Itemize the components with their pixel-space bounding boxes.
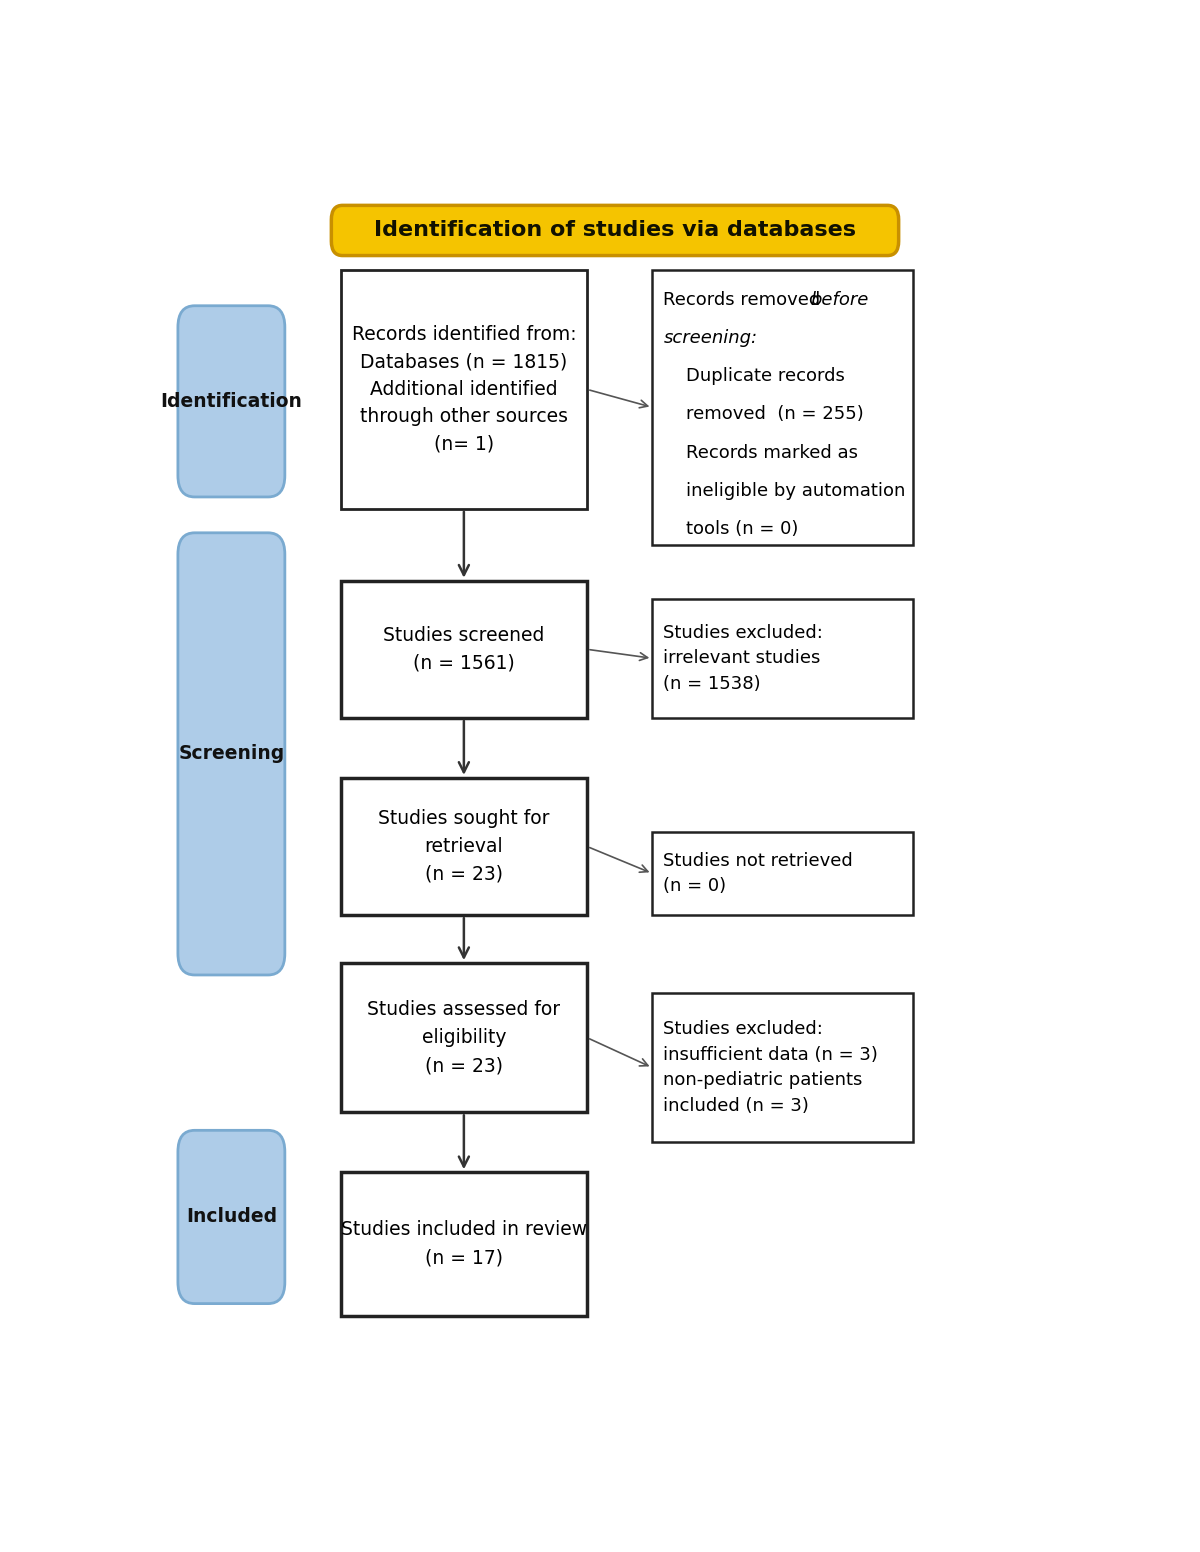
Text: removed  (n = 255): removed (n = 255) xyxy=(664,405,864,424)
Bar xyxy=(653,270,913,545)
Bar xyxy=(341,1172,587,1316)
Text: Identification of studies via databases: Identification of studies via databases xyxy=(374,220,856,241)
Bar xyxy=(341,962,587,1113)
Bar xyxy=(653,993,913,1142)
Text: Records identified from:
Databases (n = 1815)
Additional identified
through othe: Records identified from: Databases (n = … xyxy=(352,326,576,453)
FancyBboxPatch shape xyxy=(178,1130,284,1304)
Text: Identification: Identification xyxy=(161,391,302,411)
Text: Records marked as: Records marked as xyxy=(664,444,858,462)
Bar xyxy=(341,778,587,916)
Text: tools (n = 0): tools (n = 0) xyxy=(664,520,799,539)
Bar xyxy=(341,580,587,719)
Bar xyxy=(653,599,913,719)
Text: Studies not retrieved
(n = 0): Studies not retrieved (n = 0) xyxy=(664,852,853,896)
Text: Screening: Screening xyxy=(179,745,284,764)
Text: Studies included in review
(n = 17): Studies included in review (n = 17) xyxy=(341,1220,587,1268)
Text: Studies excluded:
insufficient data (n = 3)
non-pediatric patients
included (n =: Studies excluded: insufficient data (n =… xyxy=(664,1020,878,1116)
Text: Studies excluded:
irrelevant studies
(n = 1538): Studies excluded: irrelevant studies (n … xyxy=(664,624,823,694)
Text: Included: Included xyxy=(186,1207,277,1226)
FancyBboxPatch shape xyxy=(331,205,899,256)
Text: Records removed: Records removed xyxy=(664,290,827,309)
Text: Studies screened
(n = 1561): Studies screened (n = 1561) xyxy=(383,625,545,674)
Text: before: before xyxy=(810,290,869,309)
Bar xyxy=(653,832,913,916)
Bar xyxy=(341,270,587,509)
Text: Duplicate records: Duplicate records xyxy=(664,368,845,385)
Text: Studies sought for
retrieval
(n = 23): Studies sought for retrieval (n = 23) xyxy=(378,809,550,885)
FancyBboxPatch shape xyxy=(178,532,284,975)
Text: screening:: screening: xyxy=(664,329,757,348)
FancyBboxPatch shape xyxy=(178,306,284,497)
Text: ineligible by automation: ineligible by automation xyxy=(664,483,906,500)
Text: Studies assessed for
eligibility
(n = 23): Studies assessed for eligibility (n = 23… xyxy=(367,999,560,1076)
